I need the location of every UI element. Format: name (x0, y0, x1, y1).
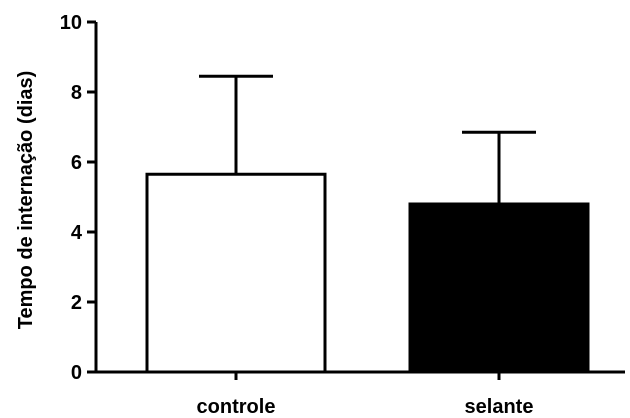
y-axis: 0 2 4 6 8 10 (60, 12, 98, 384)
x-category-label: selante (465, 396, 534, 418)
y-tick-label: 2 (71, 292, 82, 314)
y-tick-label: 4 (71, 222, 83, 244)
y-tick-label: 8 (71, 82, 82, 104)
bar-selante (408, 202, 590, 374)
y-tick-label: 10 (60, 12, 82, 34)
bar-controle (145, 172, 327, 374)
x-category-label: controle (197, 396, 276, 418)
y-tick-label: 6 (71, 152, 82, 174)
bars-group (145, 74, 590, 374)
y-axis-title: Tempo de internação (dias) (15, 71, 37, 330)
x-axis: controle selante (95, 370, 625, 418)
y-tick-label: 0 (71, 362, 82, 384)
